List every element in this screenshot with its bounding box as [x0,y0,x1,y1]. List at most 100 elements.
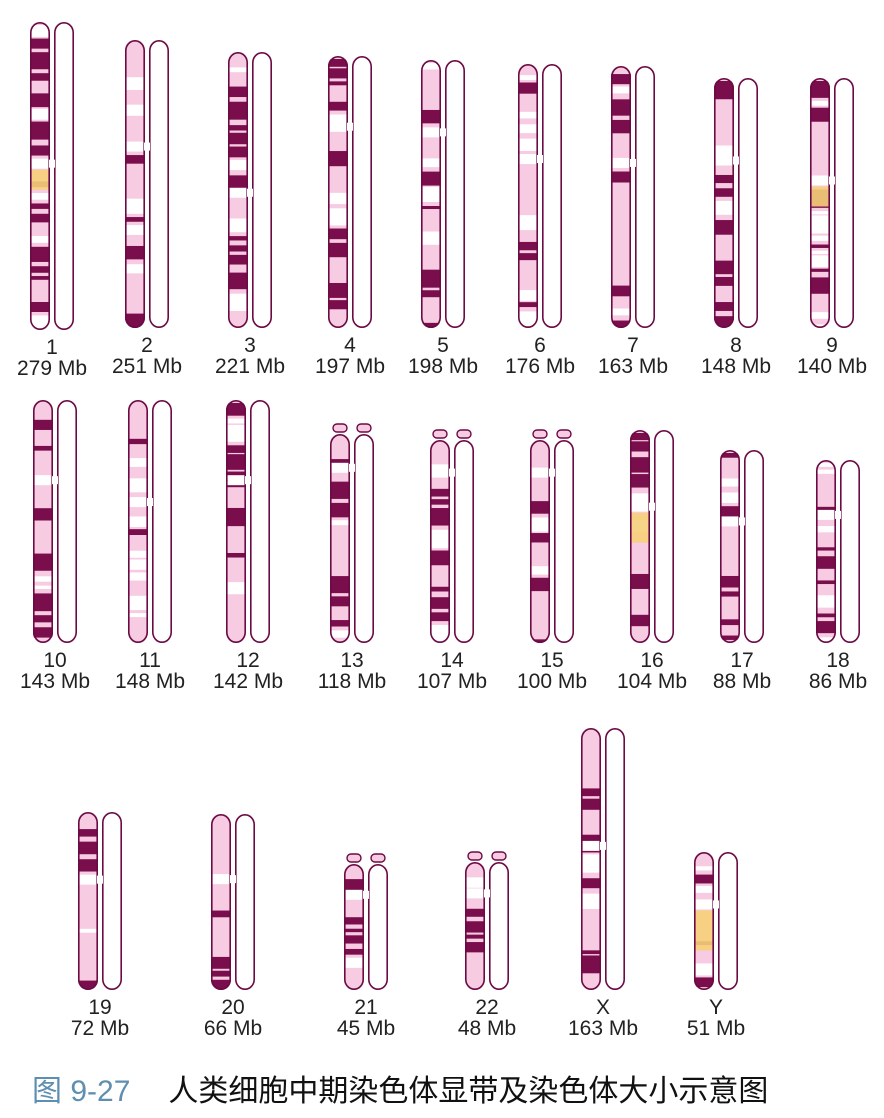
chromosome-13 [329,423,374,643]
chromosome-10 [32,399,77,643]
chromosome-size: 104 Mb [616,670,688,693]
chromosome-label-19: 19 72 Mb [45,996,155,1040]
chromosome-11 [128,399,173,643]
chromosome-size: 176 Mb [504,355,576,378]
chromosome-size: 148 Mb [700,355,772,378]
chromosome-size: 48 Mb [457,1017,517,1040]
chromosome-size: 45 Mb [336,1017,396,1040]
chromosome-size: 86 Mb [808,670,868,693]
chromosome-number: 17 [730,649,754,672]
chromosome-16 [629,429,674,643]
chromosome-label-17: 17 88 Mb [687,649,797,693]
chromosome-size: 197 Mb [314,355,386,378]
chromosome-number: 8 [730,334,742,357]
chromosome-7 [610,66,655,328]
chromosome-size: 88 Mb [712,670,772,693]
chromosome-17 [719,449,764,643]
chromosome-3 [228,51,273,328]
chromosome-size: 142 Mb [212,670,284,693]
chromosome-number: 9 [826,334,838,357]
chromosome-number: X [595,996,610,1019]
figure-title: 人类细胞中期染色体显带及染色体大小示意图 [168,1075,769,1108]
chromosome-y [693,851,738,990]
figure-caption: 图 9-27 人类细胞中期染色体显带及染色体大小示意图 [32,1074,872,1110]
chromosome-size: 100 Mb [516,670,588,693]
chromosome-size: 143 Mb [19,670,91,693]
chromosome-size: 107 Mb [416,670,488,693]
chromosome-label-10: 10 143 Mb [0,649,110,693]
chromosome-22 [464,851,509,990]
chromosome-label-2: 2 251 Mb [92,334,202,378]
chromosome-label-8: 8 148 Mb [681,334,791,378]
chromosome-label-4: 4 197 Mb [295,334,405,378]
chromosome-5 [420,59,465,328]
chromosome-label-13: 13 118 Mb [297,649,407,693]
chromosome-label-20: 20 66 Mb [178,996,288,1040]
chromosome-label-16: 16 104 Mb [597,649,707,693]
chromosome-number: 11 [139,649,161,672]
chromosome-label-5: 5 198 Mb [388,334,498,378]
chromosome-number: 21 [354,996,378,1019]
chromosome-number: 5 [437,334,449,357]
chromosome-size: 148 Mb [114,670,186,693]
chromosome-number: 10 [43,649,67,672]
chromosome-9 [809,78,854,328]
chromosome-size: 118 Mb [317,670,387,693]
chromosome-size: 66 Mb [203,1017,263,1040]
chromosome-size: 279 Mb [16,357,88,380]
chromosome-size: 140 Mb [796,355,868,378]
chromosome-number: 4 [344,334,356,357]
chromosome-label-y: Y 51 Mb [661,996,771,1040]
chromosome-size: 221 Mb [214,355,286,378]
chromosome-label-7: 7 163 Mb [578,334,688,378]
chromosome-number: 12 [236,649,260,672]
chromosome-2 [125,39,170,328]
karyotype-ideogram [29,21,860,990]
chromosome-label-12: 12 142 Mb [193,649,303,693]
chromosome-12 [226,399,271,643]
chromosome-size: 198 Mb [407,355,479,378]
chromosome-number: 2 [141,334,153,357]
chromosome-label-3: 3 221 Mb [195,334,305,378]
chromosome-18 [815,459,860,643]
chromosome-number: 3 [244,334,256,357]
chromosome-size: 163 Mb [597,355,669,378]
chromosome-size: 251 Mb [111,355,183,378]
chromosome-size: 51 Mb [686,1017,746,1040]
chromosome-1 [29,21,74,330]
chromosome-label-21: 21 45 Mb [311,996,421,1040]
figure-number: 图 9-27 [32,1075,131,1108]
chromosome-size: 163 Mb [567,1017,639,1040]
chromosome-number: 22 [475,996,499,1019]
chromosome-label-15: 15 100 Mb [497,649,607,693]
chromosome-number: 7 [627,334,639,357]
chromosome-number: 13 [340,649,364,672]
chromosome-number: 14 [440,649,464,672]
chromosome-label-1: 1 279 Mb [0,336,107,380]
chromosome-number: 15 [540,649,564,672]
chromosome-label-x: X 163 Mb [548,996,658,1040]
chromosome-number: 19 [88,996,112,1019]
chromosome-size: 72 Mb [70,1017,130,1040]
chromosome-15 [529,429,574,643]
chromosome-label-6: 6 176 Mb [485,334,595,378]
chromosome-label-9: 9 140 Mb [777,334,884,378]
chromosome-number: 18 [826,649,850,672]
chromosome-8 [713,78,758,328]
chromosome-number: 16 [640,649,664,672]
chromosome-6 [517,64,562,328]
chromosome-x [580,727,625,990]
chromosome-4 [327,55,372,328]
chromosome-20 [211,813,256,990]
chromosome-21 [343,853,388,990]
chromosome-label-18: 18 86 Mb [783,649,884,693]
chromosome-label-22: 22 48 Mb [432,996,542,1040]
chromosome-label-14: 14 107 Mb [397,649,507,693]
chromosome-19 [78,811,123,990]
chromosome-label-11: 11 148 Mb [95,649,205,693]
chromosome-number: Y [708,996,723,1019]
chromosome-number: 6 [534,334,546,357]
chromosome-number: 1 [46,336,58,359]
chromosome-number: 20 [221,996,245,1019]
